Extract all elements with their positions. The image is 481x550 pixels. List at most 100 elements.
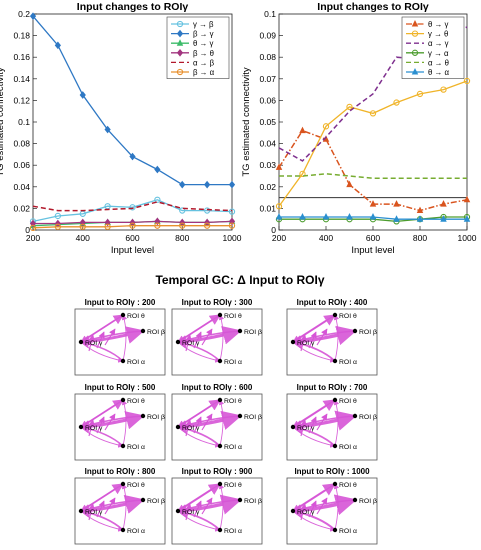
network-node-gamma [78, 508, 84, 514]
network-node-gamma [290, 508, 296, 514]
network-node-label-theta: ROI θ [224, 398, 242, 405]
right-series-point-5 [299, 213, 306, 220]
network-edge [333, 483, 340, 531]
right-series-point-0 [369, 200, 377, 207]
network-edge [292, 510, 336, 532]
left-legend-marker-5 [176, 68, 184, 76]
left-series-point-1 [104, 125, 111, 134]
left-legend-marker-0 [176, 20, 184, 28]
network-panel: Input to ROIγ : 900 ROI θ ROI β ROI γ ROI α [171, 467, 263, 545]
right-xtick-label: 800 [413, 233, 427, 243]
left-series-point-3 [154, 217, 161, 226]
network-edge [177, 314, 221, 343]
left-series-point-1 [204, 180, 211, 189]
network-node-beta [237, 413, 243, 419]
network-edge [96, 416, 105, 434]
network-panel-label: Input to ROIγ : 900 [182, 467, 253, 476]
right-xlabel: Input level [351, 245, 394, 256]
right-legend-box [401, 16, 465, 79]
left-series-point-5 [79, 223, 86, 230]
right-series-point-5 [416, 215, 424, 222]
network-node-theta [217, 397, 223, 403]
network-node-label-theta: ROI θ [339, 313, 357, 320]
right-ytick-label: 0.03 [259, 160, 276, 170]
network-edge [218, 314, 225, 362]
network-panel-label: Input to ROIγ : 500 [85, 383, 156, 392]
left-series-point-0 [179, 207, 186, 214]
left-series-point-5 [203, 222, 211, 229]
network-edge [80, 341, 124, 363]
network-panel: Input to ROIγ : 400 ROI θ ROI β ROI γ ROI α [286, 298, 378, 376]
network-node-alpha [120, 443, 126, 449]
left-legend-label-0: γ → β [193, 20, 214, 29]
right-ytick-label: 0.08 [259, 52, 276, 62]
left-xlabel: Input level [111, 245, 154, 256]
left-ytick-label: 0.12 [13, 95, 30, 105]
right-ytick-label: 0.09 [259, 31, 276, 41]
network-edge [300, 419, 307, 437]
network-node-label-alpha: ROI α [127, 359, 145, 366]
right-series-point-0 [346, 180, 353, 188]
chart-left: Input changes to ROIγ 0 0.02 0.04 0.06 0.08 0.… [0, 1, 242, 256]
left-ytick-label: 0.18 [13, 31, 30, 41]
network-edge [80, 426, 124, 448]
right-legend-label-3: γ → α [428, 49, 449, 58]
right-xtick-label: 200 [272, 233, 286, 243]
network-node-alpha [217, 443, 223, 449]
network-node-label-gamma: ROI γ [182, 340, 200, 347]
left-ytick-label: 0.14 [13, 74, 30, 84]
network-edge [104, 413, 116, 431]
network-edge [300, 503, 307, 521]
network-edge [333, 399, 340, 447]
right-legend-label-5: θ → α [428, 68, 449, 77]
right-series-point-0 [440, 200, 447, 207]
network-node-gamma [290, 339, 296, 345]
network-node-alpha [120, 358, 126, 364]
network-node-label-theta: ROI θ [339, 482, 357, 489]
network-node-label-alpha: ROI α [224, 528, 242, 535]
left-legend-box [166, 16, 230, 79]
network-node-label-beta: ROI β [147, 414, 165, 421]
network-panel-label: Input to ROIγ : 200 [85, 298, 156, 307]
left-series-point-0 [203, 207, 211, 214]
left-series-point-1 [179, 180, 186, 189]
network-edge [177, 426, 221, 448]
left-xtick-label: 600 [125, 233, 139, 243]
network-node-label-beta: ROI β [359, 329, 377, 336]
network-node-label-theta: ROI θ [224, 313, 242, 320]
network-node-label-beta: ROI β [359, 498, 377, 505]
right-ytick-label: 0.05 [259, 117, 276, 127]
network-edge [292, 426, 336, 448]
left-ytick-label: 0 [25, 225, 30, 235]
left-series-point-1 [154, 165, 161, 174]
right-ytick-label: 0.1 [264, 9, 276, 19]
left-legend-marker-2 [176, 39, 184, 46]
right-ytick-label: 0.07 [259, 74, 276, 84]
network-node-theta [120, 312, 126, 318]
network-edge [121, 483, 128, 531]
left-series-point-5 [154, 222, 161, 229]
network-edge [201, 497, 213, 515]
chart-right: Input changes to ROIγ 0 0.01 0.02 0.03 0.04 0.… [241, 1, 477, 256]
network-node-label-beta: ROI β [244, 498, 262, 505]
right-series-point-1 [322, 123, 330, 130]
network-edge [80, 510, 124, 532]
network-node-theta [332, 397, 338, 403]
network-node-label-theta: ROI θ [339, 398, 357, 405]
left-series-point-1 [54, 41, 61, 50]
right-ytick-label: 0.01 [259, 203, 276, 213]
network-node-gamma [78, 424, 84, 430]
network-node-beta [237, 328, 243, 334]
network-node-label-gamma: ROI γ [297, 509, 315, 516]
network-edge [292, 399, 336, 428]
network-edge [177, 510, 221, 532]
network-panel-label: Input to ROIγ : 400 [297, 298, 368, 307]
network-node-alpha [120, 527, 126, 533]
left-series-point-1 [79, 91, 86, 99]
network-node-beta [140, 328, 146, 334]
right-series-point-1 [393, 99, 400, 106]
network-edge [185, 334, 192, 352]
network-edge [88, 334, 95, 352]
left-series-point-1 [228, 180, 236, 189]
